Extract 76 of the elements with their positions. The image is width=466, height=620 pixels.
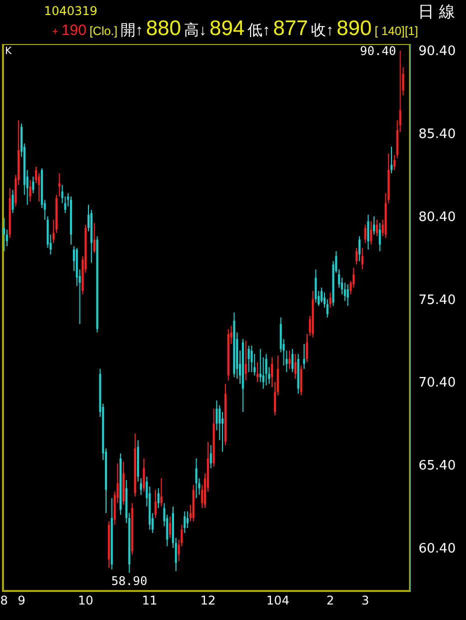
text: 低↑ (248, 22, 270, 39)
candlestick (58, 172, 60, 197)
candlestick (376, 219, 378, 237)
candlestick (3, 218, 6, 252)
candlestick (356, 247, 358, 265)
candlestick (265, 353, 268, 386)
candlestick (393, 154, 396, 170)
x-tick-label: 11 (142, 594, 158, 608)
text: 890 (336, 17, 372, 40)
text: 收↑ (311, 22, 334, 39)
y-tick-label: 65.40 (418, 458, 456, 474)
x-tick-label: 9 (18, 594, 26, 608)
candlestick (329, 292, 332, 308)
y-tick-label: 90.40 (418, 44, 456, 60)
candlestick (160, 478, 162, 507)
text: 877 (273, 17, 308, 40)
candlestick (244, 340, 247, 381)
candlestick (306, 334, 308, 363)
y-tick-label: 60.40 (418, 541, 456, 556)
candlestick (291, 348, 294, 373)
candlestick (154, 489, 157, 519)
text: 190 (61, 22, 86, 39)
candlestick (294, 353, 296, 380)
candlestick (186, 510, 189, 529)
text: 高↓ (184, 22, 207, 39)
candlestick (250, 345, 253, 373)
candlestick (314, 268, 317, 304)
text: 日 線 (418, 2, 456, 21)
candlestick (303, 344, 306, 370)
candlestick (157, 488, 160, 509)
x-tick-label: 2 (326, 594, 334, 608)
candlestick (216, 400, 218, 431)
text: + (52, 26, 58, 38)
candlestick (390, 146, 393, 174)
text: 894 (210, 17, 245, 40)
text: 1040319 (44, 4, 98, 18)
candlestick (184, 510, 186, 534)
x-tick-label: 3 (361, 594, 370, 608)
x-tick-label: 8 (0, 594, 8, 608)
x-tick-label: 104 (266, 594, 290, 608)
candlestick (195, 458, 198, 499)
annotation: 90.40 (360, 44, 396, 58)
text: [ 140][1] (374, 24, 418, 38)
annotation: K (5, 46, 12, 57)
candlestick (358, 236, 360, 262)
candlestick (370, 220, 372, 246)
annotation: 58.90 (111, 574, 148, 588)
text: 880 (146, 17, 182, 40)
y-tick-label: 70.40 (418, 376, 456, 391)
candlestick (29, 179, 32, 202)
candlestick (32, 176, 34, 194)
candlestick (300, 365, 302, 396)
y-tick-label: 75.40 (418, 292, 456, 308)
candlestick (271, 356, 274, 388)
candlestick (378, 222, 381, 252)
candlestick (364, 224, 366, 244)
y-tick-label: 80.40 (418, 210, 456, 225)
candlestick (367, 214, 370, 250)
candlestick (373, 216, 376, 236)
y-tick-label: 85.40 (418, 127, 456, 142)
candlestick (12, 189, 14, 214)
candlestick (361, 247, 364, 270)
candlestick (140, 478, 142, 496)
text: 開↑ (120, 22, 143, 39)
candlestick (320, 287, 323, 304)
text: [Clo.] (89, 24, 118, 38)
x-tick-label: 10 (78, 594, 94, 608)
x-tick-label: 12 (200, 594, 216, 608)
candlestick (288, 350, 291, 370)
candlestick (346, 284, 349, 306)
candlestick (248, 345, 250, 373)
candlestick (142, 458, 145, 492)
candlestick (93, 222, 96, 254)
candlestick (222, 411, 224, 452)
candlestick (210, 444, 212, 469)
candlestick (169, 516, 172, 538)
